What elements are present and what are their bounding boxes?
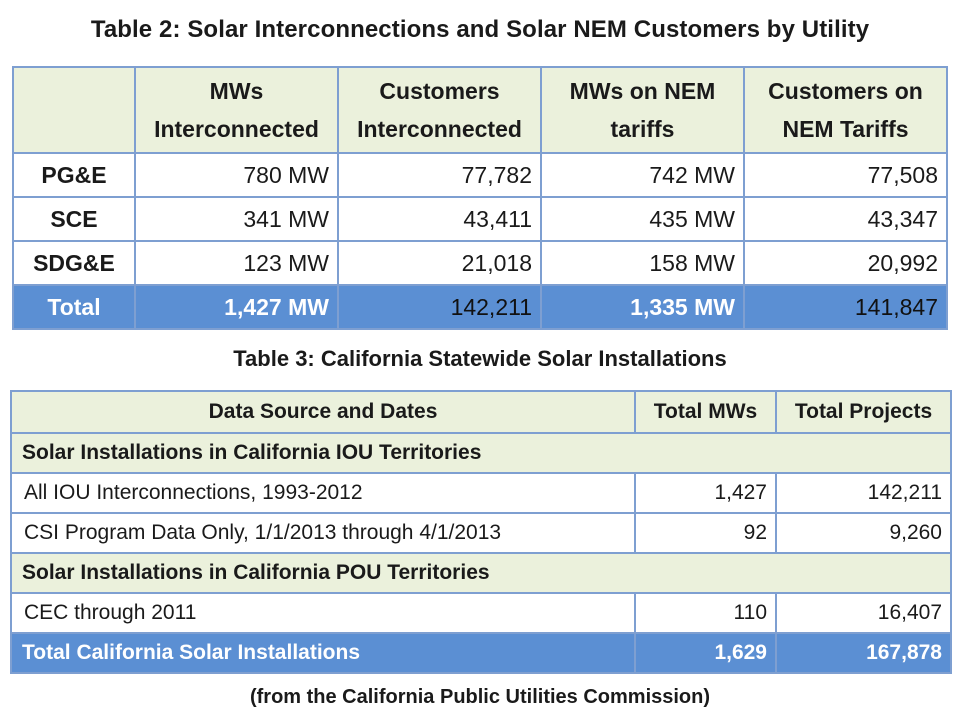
table-row: CSI Program Data Only, 1/1/2013 through … <box>10 512 952 554</box>
source-note: (from the California Public Utilities Co… <box>249 686 711 708</box>
statewide-installations-table: Data Source and Dates Total MWs Total Pr… <box>10 390 952 674</box>
table3-header-row: Data Source and Dates Total MWs Total Pr… <box>10 390 952 434</box>
customers-interconnected-cell: 77,782 <box>337 152 542 198</box>
customers-nem-cell: 20,992 <box>743 240 948 286</box>
total-mws-value: 1,629 <box>634 632 777 674</box>
utility-name: SDG&E <box>12 240 136 286</box>
mws-nem-cell: 435 MW <box>540 196 745 242</box>
header-customers-nem-tariffs: Customers on NEM Tariffs <box>743 66 948 154</box>
table2-total-row: Total 1,427 MW 142,211 1,335 MW 141,847 <box>12 284 948 330</box>
utility-interconnections-table: MWs Interconnected Customers Interconnecte… <box>12 66 948 330</box>
customers-nem-cell: 77,508 <box>743 152 948 198</box>
mws-interconnected-cell: 123 MW <box>134 240 339 286</box>
data-source-cell: CEC through 2011 <box>10 592 636 634</box>
total-projects-value: 167,878 <box>775 632 952 674</box>
header-customers-interconnected: Customers Interconnected <box>337 66 542 154</box>
section-row-pou: Solar Installations in California POU Te… <box>10 552 952 594</box>
total-mws-cell: 92 <box>634 512 777 554</box>
header-mws-interconnected: MWs Interconnected <box>134 66 339 154</box>
table-row: SDG&E 123 MW 21,018 158 MW 20,992 <box>12 240 948 286</box>
utility-name: SCE <box>12 196 136 242</box>
section-label: Solar Installations in California POU Te… <box>10 552 952 594</box>
customers-nem-cell: 43,347 <box>743 196 948 242</box>
total-mws-interconnected: 1,427 MW <box>134 284 339 330</box>
table3-total-row: Total California Solar Installations 1,6… <box>10 632 952 674</box>
header-total-projects: Total Projects <box>775 390 952 434</box>
total-mws-cell: 110 <box>634 592 777 634</box>
table-row: All IOU Interconnections, 1993-2012 1,42… <box>10 472 952 514</box>
header-data-source: Data Source and Dates <box>10 390 636 434</box>
mws-nem-cell: 158 MW <box>540 240 745 286</box>
table2-title: Table 2: Solar Interconnections and Sola… <box>90 16 870 43</box>
total-projects-cell: 142,211 <box>775 472 952 514</box>
total-projects-cell: 9,260 <box>775 512 952 554</box>
data-source-cell: All IOU Interconnections, 1993-2012 <box>10 472 636 514</box>
total-customers-nem: 141,847 <box>743 284 948 330</box>
total-label: Total <box>12 284 136 330</box>
table2-header-row: MWs Interconnected Customers Interconnecte… <box>12 66 948 154</box>
section-label: Solar Installations in California IOU Te… <box>10 432 952 474</box>
header-total-mws: Total MWs <box>634 390 777 434</box>
total-projects-cell: 16,407 <box>775 592 952 634</box>
table-row: CEC through 2011 110 16,407 <box>10 592 952 634</box>
mws-nem-cell: 742 MW <box>540 152 745 198</box>
total-label: Total California Solar Installations <box>10 632 636 674</box>
total-customers-interconnected: 142,211 <box>337 284 542 330</box>
table2-header-blank <box>12 66 136 154</box>
data-source-cell: CSI Program Data Only, 1/1/2013 through … <box>10 512 636 554</box>
utility-name: PG&E <box>12 152 136 198</box>
mws-interconnected-cell: 780 MW <box>134 152 339 198</box>
customers-interconnected-cell: 21,018 <box>337 240 542 286</box>
section-row-iou: Solar Installations in California IOU Te… <box>10 432 952 474</box>
header-mws-nem-tariffs: MWs on NEM tariffs <box>540 66 745 154</box>
table3-title: Table 3: California Statewide Solar Inst… <box>233 346 727 371</box>
total-mws-cell: 1,427 <box>634 472 777 514</box>
total-mws-nem: 1,335 MW <box>540 284 745 330</box>
mws-interconnected-cell: 341 MW <box>134 196 339 242</box>
table-row: PG&E 780 MW 77,782 742 MW 77,508 <box>12 152 948 198</box>
table-row: SCE 341 MW 43,411 435 MW 43,347 <box>12 196 948 242</box>
customers-interconnected-cell: 43,411 <box>337 196 542 242</box>
